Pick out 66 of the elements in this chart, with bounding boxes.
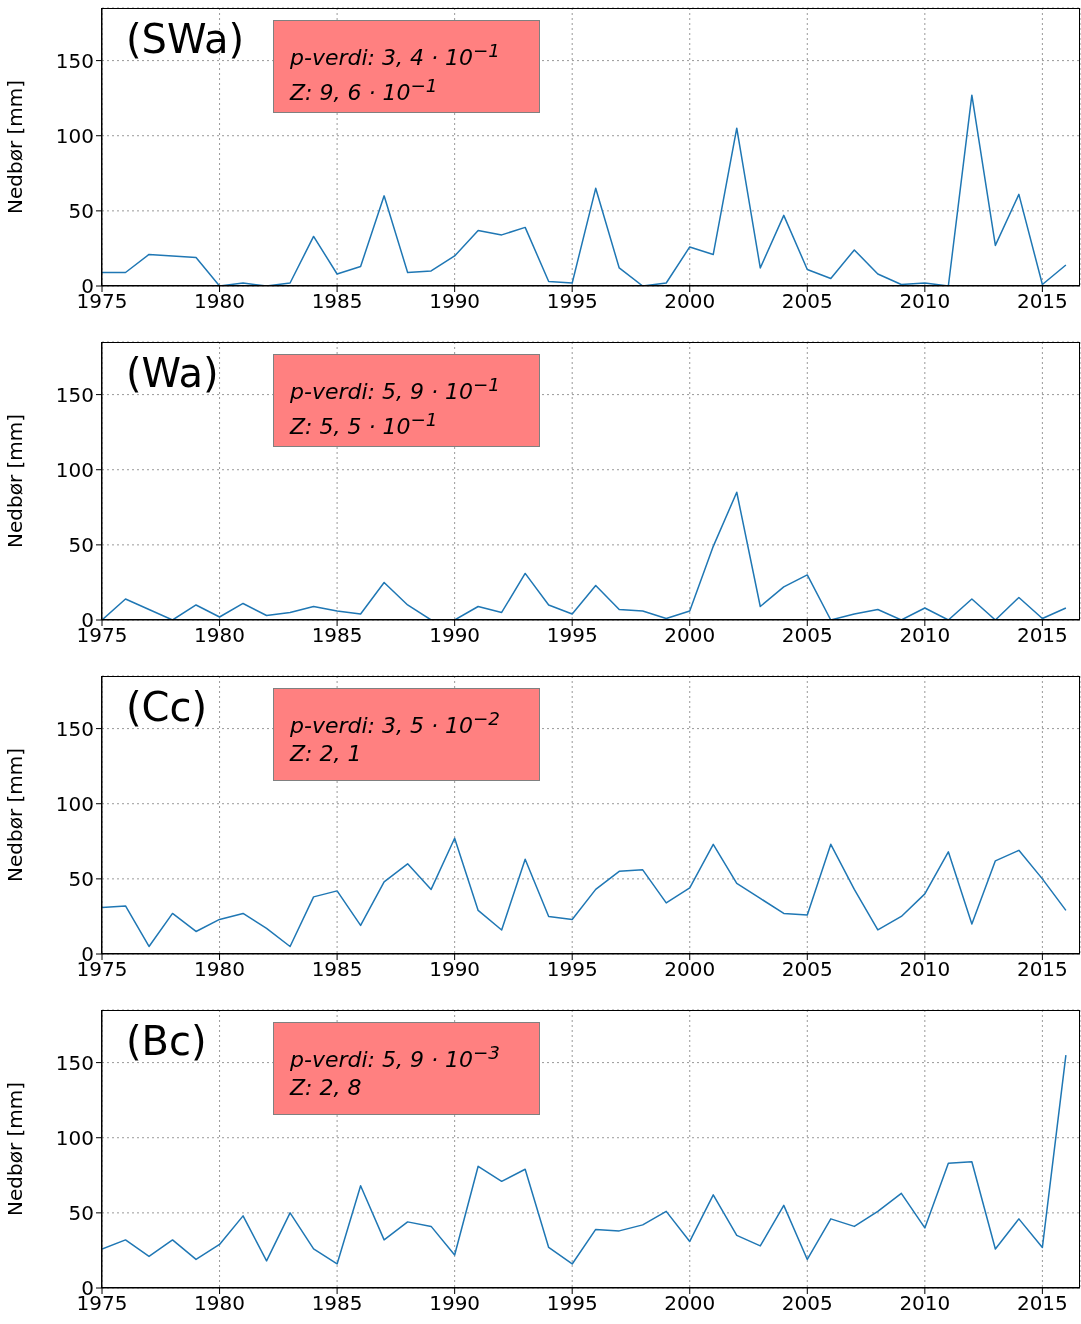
- y-tick-label: 100: [55, 123, 94, 148]
- y-axis-title: Nedbør [mm]: [3, 747, 28, 883]
- note-box: p-verdi: 3, 4 · 10$^{−1}$ Z: 9, 6 · 10$^{−1}$: [273, 20, 540, 113]
- note-box: p-verdi: 5, 9 · 10$^{−1}$ Z: 5, 5 · 10$^{−1}$: [273, 354, 540, 447]
- y-tick-label: 100: [55, 457, 94, 482]
- annotation: p-verdi: 5, 9 · 10$^{−1}$: [290, 373, 501, 407]
- x-tick-label: 1995: [546, 289, 598, 314]
- y-tick-label: 50: [68, 866, 94, 891]
- y-tick-label: 150: [55, 382, 94, 407]
- x-tick-label: 2000: [664, 623, 716, 648]
- y-axis-title: Nedbør [mm]: [3, 79, 28, 215]
- x-tick-label: 1990: [429, 957, 481, 982]
- x-tick-label: 1995: [546, 957, 598, 982]
- annotation: (Wa): [126, 350, 219, 396]
- line-series: [102, 491, 1067, 620]
- x-tick-label: 2015: [1016, 289, 1068, 314]
- x-tick-label: 2015: [1016, 1291, 1068, 1316]
- x-tick-label: 1990: [429, 289, 481, 314]
- x-tick-label: 2005: [781, 957, 833, 982]
- y-tick-label: 50: [68, 532, 94, 557]
- x-tick-label: 1985: [311, 623, 363, 648]
- x-tick-label: 2005: [781, 623, 833, 648]
- x-tick-label: 2000: [664, 1291, 716, 1316]
- y-axis-title: Nedbør [mm]: [3, 413, 28, 549]
- y-tick-label: 50: [68, 198, 94, 223]
- note-box: p-verdi: 3, 5 · 10$^{−2}$ Z: 2, 1: [273, 688, 540, 781]
- x-tick-label: 2010: [899, 957, 951, 982]
- x-tick-label: 2015: [1016, 957, 1068, 982]
- x-tick-label: 2010: [899, 289, 951, 314]
- x-tick-label: 1985: [311, 289, 363, 314]
- line-series: [102, 837, 1067, 948]
- y-axis-title: Nedbør [mm]: [3, 1081, 28, 1217]
- x-tick-label: 1980: [194, 1291, 245, 1316]
- annotation: Z: 5, 5 · 10$^{−1}$: [290, 408, 439, 442]
- annotation: p-verdi: 3, 5 · 10$^{−2}$: [290, 707, 501, 741]
- x-tick-label: 2005: [781, 289, 833, 314]
- note-box: p-verdi: 5, 9 · 10$^{−3}$ Z: 2, 8: [273, 1022, 540, 1115]
- annotation: Z: 2, 1: [290, 740, 363, 769]
- annotation: Z: 2, 8: [290, 1074, 363, 1103]
- annotation: p-verdi: 5, 9 · 10$^{−3}$: [290, 1041, 501, 1075]
- x-tick-label: 2005: [781, 1291, 833, 1316]
- y-tick-label: 150: [55, 48, 94, 73]
- annotation: (Bc): [126, 1018, 207, 1064]
- annotation: (Cc): [126, 684, 208, 730]
- annotation: p-verdi: 3, 4 · 10$^{−1}$: [290, 39, 501, 73]
- x-tick-label: 1980: [194, 623, 245, 648]
- x-tick-label: 1980: [194, 957, 245, 982]
- x-tick-label: 2010: [899, 1291, 951, 1316]
- x-tick-label: 1985: [311, 1291, 363, 1316]
- x-tick-label: 1995: [546, 1291, 598, 1316]
- x-tick-label: 2000: [664, 957, 716, 982]
- y-tick-label: 150: [55, 716, 94, 741]
- x-tick-label: 2010: [899, 623, 951, 648]
- y-tick-label: 100: [55, 1125, 94, 1150]
- y-tick-label: 100: [55, 791, 94, 816]
- x-tick-label: 1990: [429, 1291, 481, 1316]
- x-tick-label: 1980: [194, 289, 245, 314]
- annotation: (SWa): [126, 16, 245, 62]
- x-tick-label: 1985: [311, 957, 363, 982]
- x-tick-label: 2015: [1016, 623, 1068, 648]
- y-tick-label: 150: [55, 1050, 94, 1075]
- x-tick-label: 1990: [429, 623, 481, 648]
- x-tick-label: 1995: [546, 623, 598, 648]
- x-tick-label: 2000: [664, 289, 716, 314]
- annotation: Z: 9, 6 · 10$^{−1}$: [290, 74, 439, 108]
- y-tick-label: 50: [68, 1200, 94, 1225]
